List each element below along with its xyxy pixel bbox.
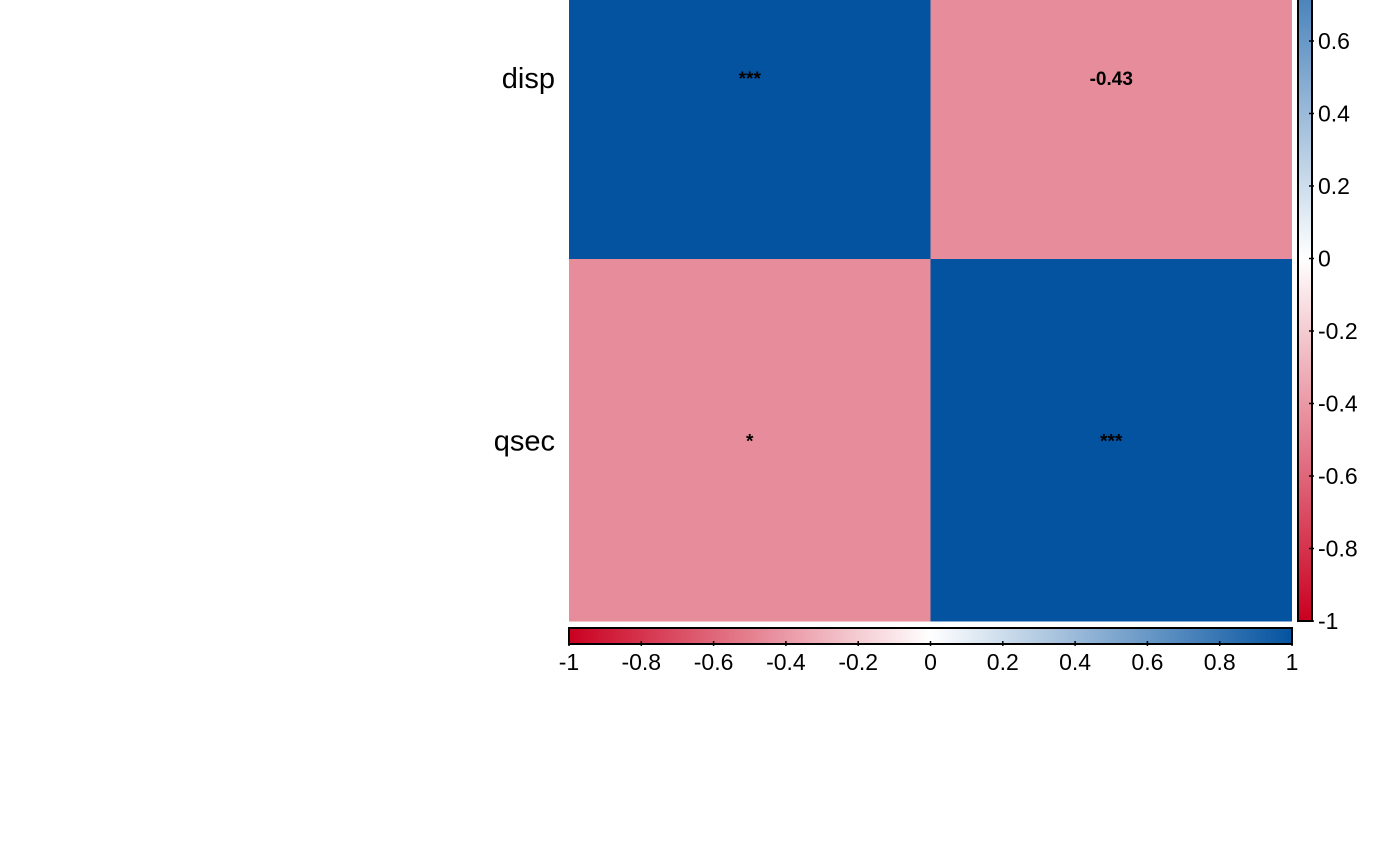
colorbar-bottom-tick-label: 0.6 xyxy=(1131,649,1163,675)
colorbar-bottom: -1 -0.8 -0.6 -0.4 -0.2 0 0.2 0.4 0.6 0.8 1 xyxy=(559,627,1299,675)
row-labels: disp qsec xyxy=(494,63,555,458)
row-label-disp: disp xyxy=(502,63,555,95)
cell-label: -0.43 xyxy=(1090,69,1133,90)
colorbar-right-gradient xyxy=(1297,0,1313,622)
colorbar-right-tick-label: -0.2 xyxy=(1318,318,1358,344)
heatmap-cell-disp-0 xyxy=(569,0,931,259)
cell-labels: *** -0.43* *** xyxy=(739,69,1133,453)
colorbar-bottom-tick-label: -0.8 xyxy=(621,649,661,675)
colorbar-right-tick-label: 0.6 xyxy=(1318,28,1350,54)
colorbar-right-tick-label: 0 xyxy=(1318,246,1331,272)
row-label-qsec: qsec xyxy=(494,425,555,457)
colorbar-right-tick-label: 0.2 xyxy=(1318,173,1350,199)
heatmap-cells xyxy=(569,0,1292,622)
colorbar-right: -1 -0.8 -0.6 -0.4 -0.2 0 0.2 0.4 0.6 xyxy=(1297,0,1358,634)
heatmap-cell-qsec-1 xyxy=(930,259,1292,622)
colorbar-bottom-tick-label: 1 xyxy=(1286,649,1299,675)
colorbar-bottom-tick-label: -0.2 xyxy=(838,649,878,675)
cell-label: * xyxy=(746,431,754,452)
colorbar-bottom-tick-label: -0.4 xyxy=(766,649,806,675)
colorbar-right-tick-label: -0.4 xyxy=(1318,391,1358,417)
cell-label: *** xyxy=(739,69,762,90)
heatmap-cell-disp-1 xyxy=(930,0,1292,259)
heatmap-cell-qsec-0 xyxy=(569,259,931,622)
colorbar-bottom-tick-label: -1 xyxy=(559,649,579,675)
colorbar-bottom-tick-label: -0.6 xyxy=(694,649,734,675)
colorbar-right-tick-label: -1 xyxy=(1318,608,1338,634)
colorbar-bottom-tick-label: 0.8 xyxy=(1204,649,1236,675)
colorbar-bottom-tick-label: 0.2 xyxy=(987,649,1019,675)
colorbar-bottom-tick-label: 0 xyxy=(924,649,937,675)
cell-label: *** xyxy=(1100,431,1123,452)
colorbar-right-tick-label: -0.8 xyxy=(1318,536,1358,562)
colorbar-right-tick-label: 0.4 xyxy=(1318,101,1350,127)
colorbar-right-tick-label: -0.6 xyxy=(1318,463,1358,489)
colorbar-bottom-tick-label: 0.4 xyxy=(1059,649,1091,675)
